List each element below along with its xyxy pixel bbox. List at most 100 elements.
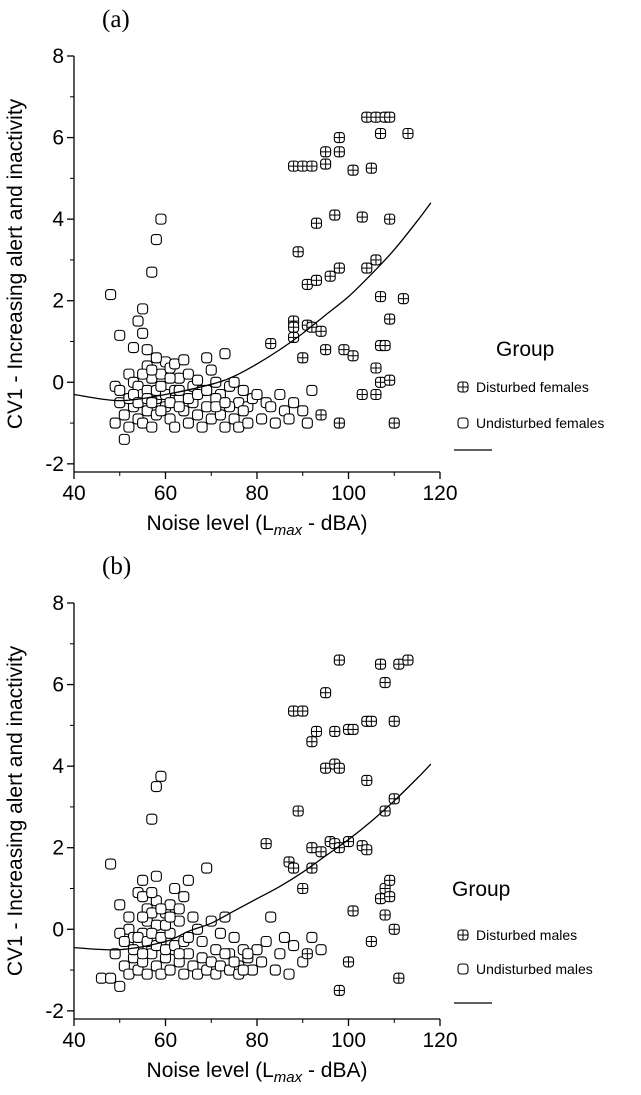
data-point-undisturbed (155, 770, 167, 782)
data-point-undisturbed (210, 376, 222, 388)
legend-label-disturbed: Disturbed males (476, 927, 577, 943)
data-point-disturbed (356, 211, 368, 223)
data-point-disturbed (393, 972, 405, 984)
data-point-undisturbed (278, 931, 291, 943)
data-point-disturbed (370, 362, 382, 374)
data-point-undisturbed (173, 915, 185, 927)
data-point-undisturbed (146, 887, 158, 899)
data-point-disturbed (315, 846, 327, 858)
data-point-undisturbed (155, 213, 167, 225)
data-point-disturbed (288, 705, 300, 717)
x-tick-label: 80 (245, 482, 268, 505)
legend-label-disturbed: Disturbed females (476, 379, 589, 395)
data-point-undisturbed (155, 405, 167, 417)
plot-area (95, 654, 414, 997)
data-point-disturbed (384, 891, 396, 903)
chart-panel-a: (a) -2 0 2 4 6 8 40 60 80 100 120 Noise level (Lmax… (0, 0, 641, 547)
data-point-undisturbed (191, 409, 204, 421)
data-point-undisturbed (150, 780, 162, 793)
data-point-undisturbed (201, 401, 213, 413)
y-tick-label: -2 (45, 1000, 64, 1023)
data-point-disturbed (379, 805, 391, 817)
data-point-undisturbed (105, 289, 117, 301)
data-point-undisturbed (182, 874, 194, 886)
data-point-disturbed (306, 736, 318, 748)
data-point-undisturbed (146, 907, 158, 919)
data-point-undisturbed (251, 944, 263, 956)
scatter-plot-b: -2 0 2 4 6 8 40 60 80 100 120 Noise level (Lmax - d… (4, 592, 593, 1086)
data-point-undisturbed (150, 870, 162, 882)
data-point-disturbed (320, 146, 332, 158)
x-tick-label: 100 (331, 482, 366, 505)
data-point-disturbed (306, 160, 318, 172)
data-point-disturbed (361, 262, 373, 274)
data-point-undisturbed (196, 935, 208, 948)
data-point-undisturbed (114, 397, 126, 409)
data-point-undisturbed (164, 397, 176, 409)
data-point-undisturbed (228, 376, 240, 388)
panel-label: (a) (102, 6, 130, 33)
data-point-disturbed (384, 313, 396, 325)
data-point-disturbed (333, 146, 345, 158)
data-point-undisturbed (205, 413, 217, 425)
data-point-undisturbed (283, 413, 295, 425)
y-axis-title: CV1 - Increasing alert and inactivity (4, 645, 27, 976)
chart-panel-b: (b) -2 0 2 4 6 8 40 60 80 100 120 Noise level (Lmax… (0, 547, 641, 1094)
data-point-disturbed (365, 715, 377, 727)
data-point-undisturbed (114, 329, 126, 341)
data-point-disturbed (379, 340, 391, 352)
data-point-undisturbed (306, 931, 318, 943)
data-point-disturbed (347, 723, 359, 735)
data-point-disturbed (288, 321, 300, 333)
data-point-disturbed (347, 905, 359, 917)
data-point-undisturbed (274, 948, 286, 960)
data-point-undisturbed (169, 882, 181, 895)
data-point-undisturbed (159, 944, 172, 956)
data-point-disturbed (361, 111, 373, 123)
data-point-undisturbed (219, 397, 231, 409)
data-point-disturbed (402, 127, 414, 140)
data-point-undisturbed (118, 433, 130, 445)
data-point-disturbed (361, 844, 373, 856)
data-point-undisturbed (123, 421, 135, 433)
data-point-undisturbed (173, 401, 185, 413)
data-point-disturbed (310, 217, 323, 229)
data-point-disturbed (329, 209, 341, 221)
data-point-undisturbed (297, 405, 309, 417)
data-point-undisturbed (146, 266, 158, 278)
data-point-undisturbed (178, 354, 190, 366)
data-point-undisturbed (210, 401, 222, 413)
data-point-undisturbed (173, 384, 185, 396)
data-point-undisturbed (237, 405, 249, 417)
data-point-undisturbed (137, 417, 149, 429)
data-point-undisturbed (182, 948, 194, 960)
data-point-disturbed (402, 654, 414, 666)
data-point-undisturbed (242, 948, 254, 960)
x-tick-label: 80 (245, 1029, 268, 1052)
data-point-undisturbed (123, 968, 135, 980)
data-point-undisturbed (205, 956, 217, 968)
data-point-undisturbed (228, 956, 240, 968)
data-point-disturbed (333, 262, 345, 274)
scatter-plot-a: -2 0 2 4 6 8 40 60 80 100 120 Noise level (Lmax - d… (4, 45, 604, 539)
data-point-undisturbed (301, 417, 313, 429)
data-point-disturbed (374, 376, 387, 388)
data-point-undisturbed (288, 397, 300, 409)
data-point-undisturbed (182, 368, 194, 380)
data-point-undisturbed (191, 388, 204, 401)
data-point-undisturbed (201, 352, 213, 364)
data-point-undisturbed (265, 911, 277, 923)
data-point-undisturbed (214, 960, 226, 972)
data-point-disturbed (384, 111, 396, 123)
data-point-disturbed (265, 337, 277, 350)
y-tick-label: 6 (52, 674, 64, 697)
data-point-disturbed (288, 862, 300, 874)
x-tick-label: 100 (331, 1029, 366, 1052)
data-point-disturbed (388, 793, 400, 805)
data-point-undisturbed (306, 384, 318, 396)
data-point-disturbed (297, 352, 309, 364)
data-point-undisturbed (219, 421, 231, 433)
legend-title: Group (452, 878, 510, 901)
data-point-undisturbed (191, 968, 204, 980)
data-point-disturbed (292, 246, 304, 258)
